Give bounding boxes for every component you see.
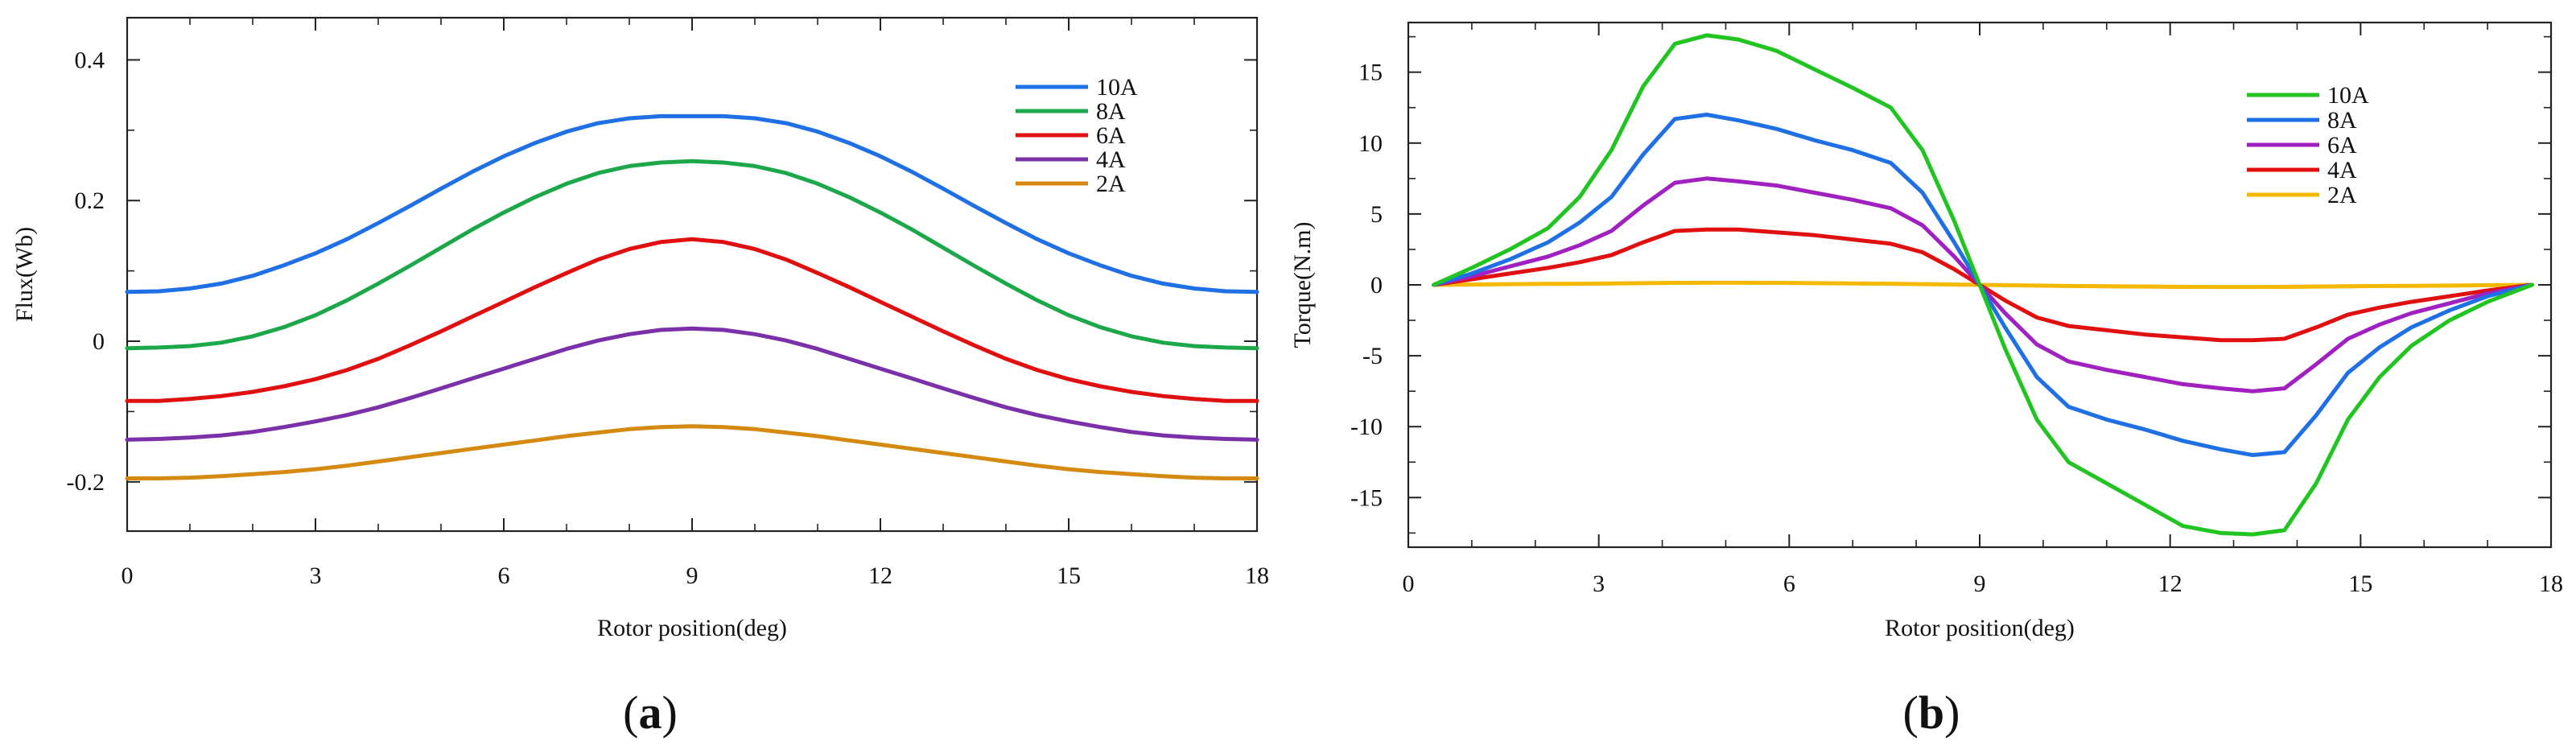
- chart-a-series-6A: [125, 237, 1259, 403]
- chart-a-series-2A: [125, 424, 1259, 480]
- chart-b-panel-label: (b): [1903, 686, 1960, 739]
- chart-b-series-10A: [1432, 33, 2534, 537]
- chart-a-x-tick-label: 15: [1057, 562, 1081, 589]
- chart-b-y-tick-label: 0: [1370, 272, 1383, 299]
- chart-a-x-tick-label: 9: [686, 562, 699, 589]
- chart-a-legend-label-10A: 10A: [1096, 74, 1138, 101]
- chart-a-y-tick-label: 0.2: [75, 187, 105, 214]
- chart-b-legend-label-2A: 2A: [2327, 182, 2357, 208]
- chart-a-series-4A: [125, 326, 1259, 442]
- chart-b-legend-label-6A: 6A: [2327, 132, 2357, 159]
- chart-a-y-tick-label: -0.2: [67, 469, 105, 496]
- chart-b-x-tick-label: 18: [2539, 571, 2563, 597]
- chart-a-plot-frame: [126, 16, 1259, 533]
- chart-a-x-tick-label: 6: [498, 562, 510, 589]
- chart-b-x-tick-label: 15: [2348, 571, 2372, 597]
- chart-a-x-tick-label: 3: [310, 562, 322, 589]
- chart-b-y-axis-label: Torque(N.m): [1289, 221, 1316, 348]
- chart-b-legend-label-4A: 4A: [2327, 157, 2357, 183]
- chart-a-x-tick-label: 12: [868, 562, 892, 589]
- chart-b-y-tick-label: 10: [1358, 130, 1383, 157]
- chart-a-series-10A: [125, 113, 1259, 295]
- chart-a-y-tick-label: 0.4: [75, 47, 105, 73]
- chart-b-legend-label-10A: 10A: [2327, 82, 2369, 109]
- chart-b-x-axis-label: Rotor position(deg): [1885, 615, 2075, 641]
- chart-b-y-tick-label: -5: [1362, 343, 1383, 369]
- chart-b-x-tick-label: 3: [1593, 571, 1605, 597]
- chart-a-x-axis-label: Rotor position(deg): [597, 615, 787, 641]
- chart-a-x-tick-label: 0: [122, 562, 134, 589]
- chart-a-legend-label-4A: 4A: [1096, 146, 1126, 173]
- chart-a-y-tick-label: 0: [93, 328, 105, 355]
- chart-a-y-axis-label: Flux(Wb): [11, 227, 38, 322]
- chart-b-y-tick-label: 15: [1358, 60, 1383, 86]
- chart-b-x-tick-label: 9: [1974, 571, 1986, 597]
- chart-a-series-8A: [125, 159, 1259, 351]
- chart-b-x-tick-label: 0: [1403, 571, 1415, 597]
- chart-a-legend-label-6A: 6A: [1096, 122, 1126, 149]
- chart-b-legend-label-8A: 8A: [2327, 107, 2357, 134]
- chart-b-y-tick-label: 5: [1370, 201, 1383, 228]
- chart-b-x-tick-label: 12: [2158, 571, 2182, 597]
- chart-b-x-tick-label: 6: [1783, 571, 1795, 597]
- chart-a-legend-label-2A: 2A: [1096, 171, 1126, 197]
- chart-a-legend-label-8A: 8A: [1096, 98, 1126, 125]
- chart-b-y-tick-label: -15: [1350, 484, 1383, 511]
- chart-a-panel-label: (a): [623, 686, 678, 739]
- chart-a-x-tick-label: 18: [1245, 562, 1269, 589]
- chart-b-y-tick-label: -10: [1350, 414, 1383, 440]
